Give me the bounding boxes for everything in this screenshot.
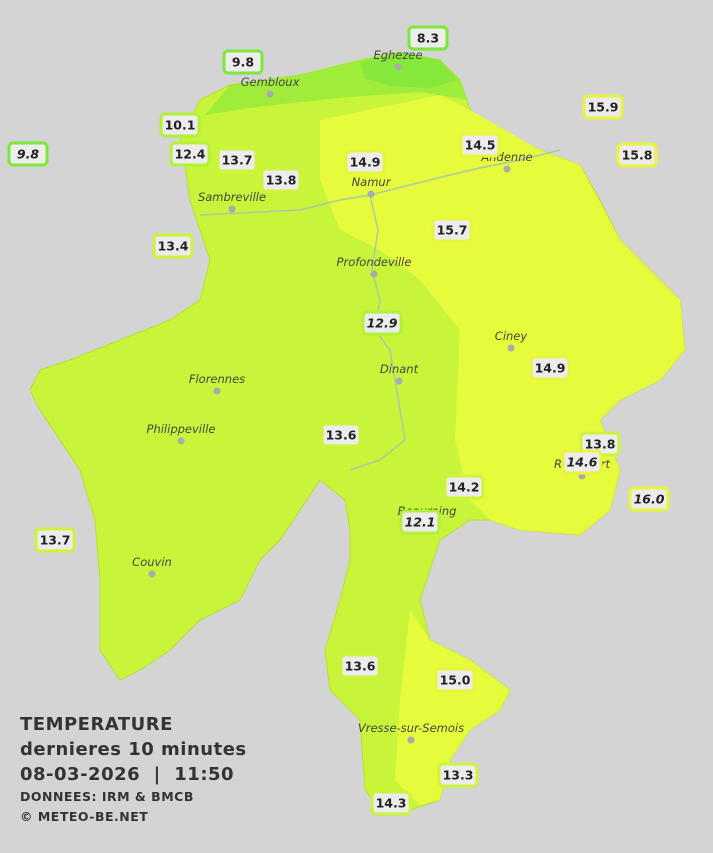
town-label: Florennes (189, 372, 245, 386)
station-box (437, 762, 479, 788)
town-dot (370, 270, 378, 278)
station-value: 13.6 (326, 428, 357, 443)
station-box (459, 132, 501, 158)
station-box (152, 233, 194, 259)
station-box (407, 25, 449, 51)
station-box (561, 449, 603, 475)
station-box (260, 167, 302, 193)
station-value: 12.1 (405, 515, 436, 530)
station-value: 13.3 (443, 768, 474, 783)
station-value: 14.9 (350, 155, 381, 170)
station-box (159, 112, 201, 138)
town-label: Profondeville (337, 255, 412, 269)
cold-zone (360, 52, 458, 88)
town-dot (394, 63, 402, 71)
station-value: 12.9 (367, 316, 398, 331)
station-value: 12.4 (175, 147, 206, 162)
legend: TEMPERATURE dernieres 10 minutes 08-03-2… (20, 712, 247, 827)
station-box (434, 667, 476, 693)
town-dot (148, 570, 156, 578)
station-box (431, 217, 473, 243)
town-dot (367, 190, 375, 198)
station-value: 14.2 (449, 480, 480, 495)
town-dot (266, 90, 274, 98)
town-dot (213, 387, 221, 395)
station-box (339, 653, 381, 679)
station-box (628, 486, 670, 512)
station-value: 9.8 (232, 55, 254, 70)
station-box (344, 149, 386, 175)
legend-title: TEMPERATURE (20, 714, 173, 735)
town-dot (507, 344, 515, 352)
town-dot (177, 437, 185, 445)
station-value: 14.5 (465, 138, 496, 153)
station-value: 15.0 (440, 673, 471, 688)
station-box (216, 147, 258, 173)
station-value: 13.6 (345, 659, 376, 674)
station-box (529, 355, 571, 381)
station-box (616, 142, 658, 168)
town-dot (503, 165, 511, 173)
town-label: Couvin (132, 555, 172, 569)
station-value: 14.9 (535, 361, 566, 376)
legend-subtitle: dernieres 10 minutes (20, 739, 247, 760)
station-value: 9.8 (17, 147, 39, 162)
station-box (582, 94, 624, 120)
station-value: 14.3 (376, 796, 407, 811)
station-box (370, 790, 412, 816)
town-label: Gembloux (241, 75, 300, 89)
station-value: 13.7 (222, 153, 253, 168)
legend-source: DONNEES: IRM & BMCB (20, 789, 194, 804)
station-value: 10.1 (165, 118, 196, 133)
legend-copyright: © METEO-BE.NET (20, 809, 149, 824)
station-value: 16.0 (634, 492, 665, 507)
station-value: 15.9 (588, 100, 619, 115)
town-label: Eghezee (373, 48, 422, 62)
station-box (320, 422, 362, 448)
town-label: Ciney (495, 329, 528, 343)
station-box (443, 474, 485, 500)
town-label: Dinant (380, 362, 419, 376)
town-label: Sambreville (198, 190, 266, 204)
station-box (399, 509, 441, 535)
station-box (169, 141, 211, 167)
station-box (361, 310, 403, 336)
legend-datetime: 08-03-2026 | 11:50 (20, 764, 235, 785)
town-dot (228, 205, 236, 213)
town-label: Philippeville (147, 422, 216, 436)
town-dot (407, 736, 415, 744)
station-value: 8.3 (417, 31, 439, 46)
station-value: 13.8 (585, 437, 616, 452)
town-dot (395, 377, 403, 385)
town-label: Namur (352, 175, 392, 189)
station-value: 13.7 (40, 533, 71, 548)
warm-zone (320, 95, 685, 535)
river (199, 149, 561, 216)
station-box (34, 527, 76, 553)
station-box (222, 49, 264, 75)
warm-zone-south (395, 610, 510, 805)
station-value: 13.4 (158, 239, 189, 254)
station-value: 15.8 (622, 148, 653, 163)
station-value: 13.8 (266, 173, 297, 188)
stations: 8.3 9.8 15.9 10.1 14.5 9.8 12.4 13.7 14.9 15.8 13.… (7, 25, 670, 816)
town-label: Vresse-sur-Semois (358, 721, 464, 735)
station-value: 15.7 (437, 223, 468, 238)
station-value: 14.6 (567, 455, 598, 470)
river (349, 194, 406, 471)
station-box (7, 141, 49, 167)
